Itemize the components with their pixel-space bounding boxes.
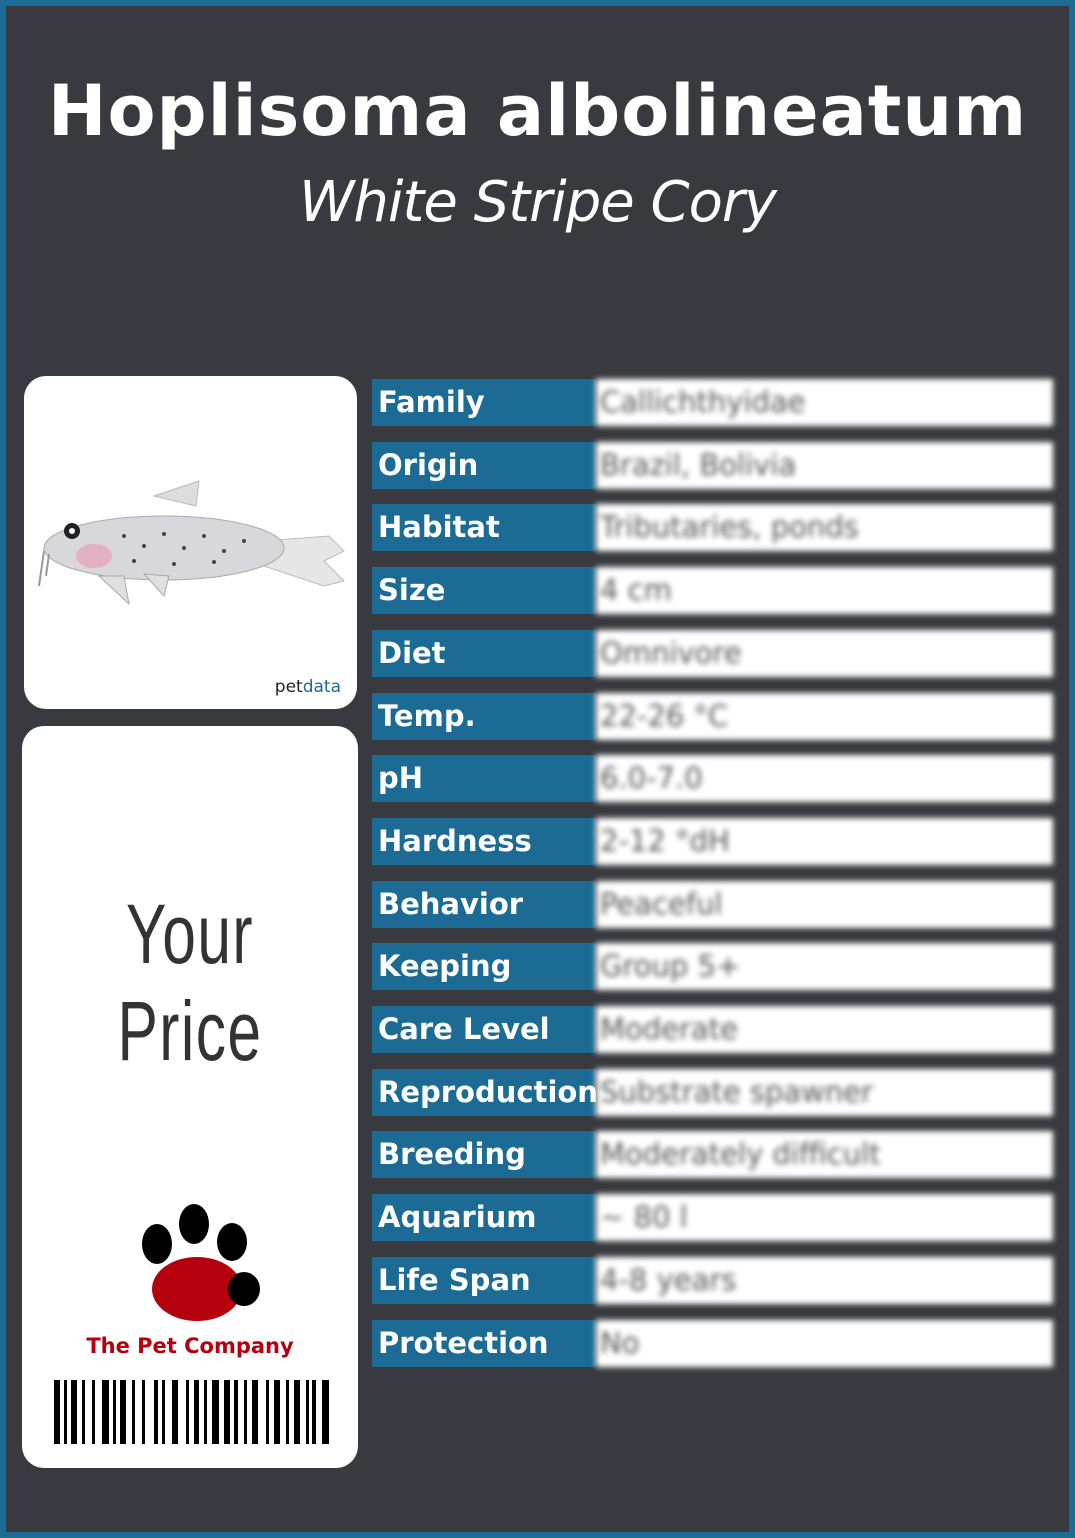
credit-suffix: data — [302, 677, 341, 697]
fact-row: Aquarium ~ 80 l — [372, 1194, 1053, 1242]
fact-value: No — [596, 1319, 1053, 1367]
fact-label: pH — [372, 755, 596, 803]
fact-value: 22-26 °C — [596, 692, 1053, 740]
fact-value: Peaceful — [596, 880, 1053, 928]
fact-row: Behavior Peaceful — [372, 880, 1053, 928]
fact-value: Brazil, Bolivia — [596, 441, 1053, 489]
fact-row: Origin Brazil, Bolivia — [372, 441, 1053, 489]
fact-row: Size 4 cm — [372, 567, 1053, 615]
barcode-icon — [54, 1380, 329, 1444]
fact-label: Life Span — [372, 1256, 596, 1304]
fact-value: 4-8 years — [596, 1256, 1053, 1304]
fact-label: Behavior — [372, 880, 596, 928]
fact-row: Reproduction Substrate spawner — [372, 1068, 1053, 1116]
fact-row: Family Callichthyidae — [372, 379, 1053, 426]
common-name: White Stripe Cory — [298, 170, 777, 235]
fact-label: Size — [372, 567, 596, 615]
brand-name: The Pet Company — [86, 1334, 294, 1358]
fact-label: Hardness — [372, 817, 596, 865]
fact-value: Tributaries, ponds — [596, 504, 1053, 552]
price-label: Your Price — [117, 887, 263, 1078]
fact-label: Diet — [372, 629, 596, 677]
paw-print-icon — [142, 1204, 260, 1321]
fact-label: Protection — [372, 1319, 596, 1367]
fact-value: Moderate — [596, 1006, 1053, 1053]
fact-value: ~ 80 l — [596, 1194, 1053, 1242]
fact-row: Care Level Moderate — [372, 1006, 1053, 1053]
fact-row: Breeding Moderately difficult — [372, 1131, 1053, 1179]
fact-row: Protection No — [372, 1319, 1053, 1367]
fact-label: Keeping — [372, 943, 596, 991]
price-card: Your Price The Pet Company — [22, 726, 358, 1468]
fact-row: Life Span 4-8 years — [372, 1256, 1053, 1304]
fact-value: Moderately difficult — [596, 1131, 1053, 1179]
fact-row: Habitat Tributaries, ponds — [372, 504, 1053, 552]
fact-label: Care Level — [372, 1006, 596, 1053]
photo-card: petdata — [24, 376, 357, 709]
fact-value: Omnivore — [596, 629, 1053, 677]
fact-label: Aquarium — [372, 1194, 596, 1242]
petdata-credit: petdata — [275, 677, 341, 697]
fact-value: 6.0-7.0 — [596, 755, 1053, 803]
fact-row: Diet Omnivore — [372, 629, 1053, 677]
fact-value: Substrate spawner — [596, 1068, 1053, 1116]
fact-row: Hardness 2-12 °dH — [372, 817, 1053, 865]
fact-value: 2-12 °dH — [596, 817, 1053, 865]
fact-row: Temp. 22-26 °C — [372, 692, 1053, 740]
fact-label: Reproduction — [372, 1068, 598, 1116]
fact-label: Temp. — [372, 692, 596, 740]
fact-label: Origin — [372, 441, 596, 489]
fish-photo-icon — [38, 480, 345, 606]
fact-label: Habitat — [372, 504, 596, 552]
scientific-name: Hoplisoma albolineatum — [47, 70, 1028, 152]
fact-label: Breeding — [372, 1131, 596, 1179]
fact-label: Family — [372, 379, 596, 426]
fact-row: pH 6.0-7.0 — [372, 755, 1053, 803]
credit-prefix: pet — [274, 677, 303, 697]
fact-row: Keeping Group 5+ — [372, 943, 1053, 991]
fact-value: Group 5+ — [596, 943, 1053, 991]
fact-value: 4 cm — [596, 567, 1053, 615]
fact-value: Callichthyidae — [596, 379, 1053, 426]
